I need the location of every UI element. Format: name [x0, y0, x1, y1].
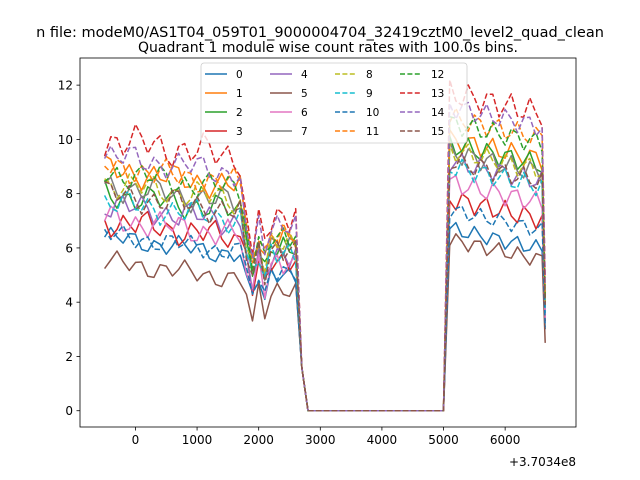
series-line-10	[103, 205, 546, 412]
series-line-14	[103, 101, 546, 412]
x-tick-label: 6000	[490, 433, 521, 447]
plot-area	[103, 79, 546, 412]
y-tick-label: 6	[65, 241, 73, 255]
y-tick-label: 2	[65, 350, 73, 364]
legend-label-0: 0	[236, 69, 243, 81]
legend-label-1: 1	[236, 88, 243, 100]
series-line-0	[103, 221, 546, 412]
y-axis: 0 2 4 6 8 10 12	[58, 79, 80, 418]
x-axis: 0 1000 2000 3000 4000 5000 6000	[132, 427, 521, 447]
x-tick-label: 5000	[428, 433, 459, 447]
legend-label-9: 9	[366, 88, 373, 100]
legend-label-12: 12	[431, 69, 444, 81]
x-tick-label: 2000	[243, 433, 274, 447]
series-line-1	[104, 128, 546, 412]
legend-label-8: 8	[366, 69, 373, 81]
legend-label-15: 15	[431, 126, 444, 138]
legend-label-4: 4	[301, 69, 308, 81]
legend-label-3: 3	[236, 126, 243, 138]
legend-label-6: 6	[301, 107, 308, 119]
x-tick-label: 1000	[182, 433, 213, 447]
x-axis-offset-label: +3.7034e8	[509, 455, 576, 469]
series-line-15	[104, 152, 546, 412]
x-tick-label: 3000	[305, 433, 336, 447]
legend-label-2: 2	[236, 107, 243, 119]
axes-frame	[79, 57, 577, 428]
y-tick-label: 8	[65, 187, 73, 201]
series-line-9	[103, 158, 546, 412]
legend-label-11: 11	[366, 126, 379, 138]
series-line-13	[103, 79, 546, 412]
chart-title: Quadrant 1 module wise count rates with …	[138, 40, 518, 56]
y-tick-label: 0	[65, 404, 73, 418]
legend-label-14: 14	[431, 107, 445, 119]
series-line-5	[103, 233, 546, 412]
legend-label-7: 7	[301, 126, 308, 138]
y-tick-label: 10	[58, 133, 73, 147]
legend-frame	[200, 62, 468, 144]
series-line-3	[103, 193, 546, 412]
figure-suptitle: n file: modeM0/AS1T04_059T01_9000004704_…	[36, 25, 604, 41]
series-line-12	[104, 115, 546, 412]
x-tick-label: 4000	[367, 433, 398, 447]
x-tick-label: 0	[132, 433, 140, 447]
legend-label-5: 5	[301, 88, 308, 100]
legend-label-13: 13	[431, 88, 444, 100]
y-tick-label: 4	[65, 296, 73, 310]
legend-label-10: 10	[366, 107, 379, 119]
y-tick-label: 12	[58, 79, 73, 93]
